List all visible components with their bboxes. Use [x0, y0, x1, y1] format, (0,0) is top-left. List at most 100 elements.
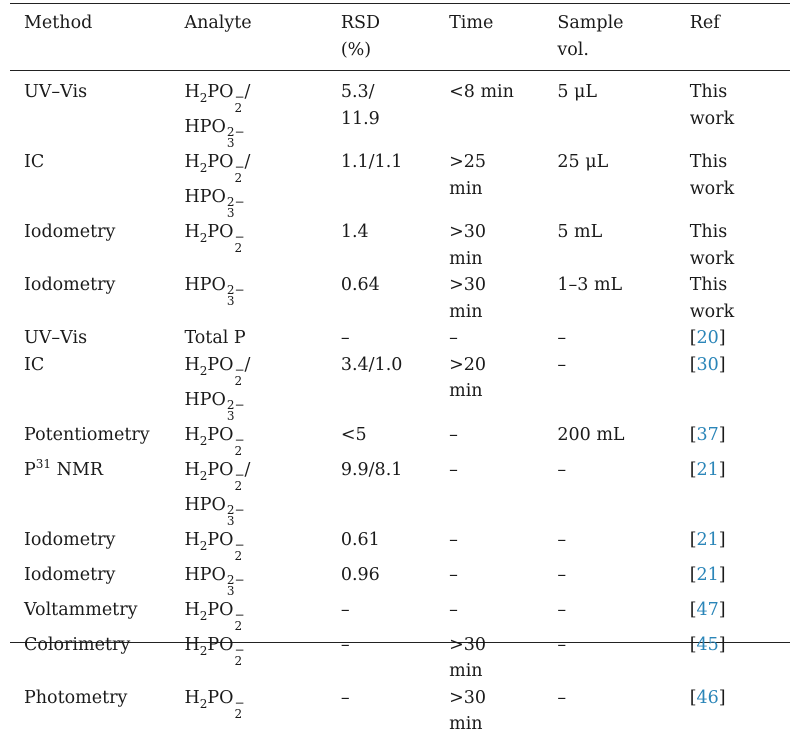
table-row: Photometry H2PO −2 – >30 min – [46] — [10, 685, 790, 738]
cell-ref: [46] — [690, 685, 790, 738]
cell-method: P31 NMR — [10, 457, 184, 527]
cell-analyte: H2PO −2/HPO 2− 3 — [184, 71, 340, 149]
cell-sample-vol: 25 μL — [557, 149, 689, 219]
table-top-rule — [10, 3, 790, 4]
reference-link[interactable]: 37 — [697, 425, 719, 445]
table-header-row: Method Analyte RSD (%) Time Sample vol. Re… — [10, 5, 790, 71]
comparison-table: Method Analyte RSD (%) Time Sample vol. Re… — [10, 5, 790, 738]
header-sample-vol: Sample vol. — [557, 5, 689, 71]
cell-ref: [20] — [690, 325, 790, 352]
cell-method: UV–Vis — [10, 71, 184, 149]
cell-time: >30 min — [449, 219, 557, 272]
table-body: UV–Vis H2PO −2/HPO 2− 3 5.3/11.9 <8 min 5 μL Thi… — [10, 71, 790, 738]
cell-method: Voltammetry — [10, 597, 184, 632]
cell-rsd: 0.61 — [341, 527, 449, 562]
cell-sample-vol: 5 μL — [557, 71, 689, 149]
table-row: Iodometry H2PO −2 1.4 >30 min 5 mL This work — [10, 219, 790, 272]
cell-sample-vol: – — [557, 527, 689, 562]
cell-time: – — [449, 457, 557, 527]
cell-sample-vol: – — [557, 562, 689, 597]
cell-method: Iodometry — [10, 562, 184, 597]
cell-rsd: 5.3/11.9 — [341, 71, 449, 149]
table-row: Iodometry HPO 2− 3 0.64 >30 min 1–3 mL This work — [10, 272, 790, 325]
reference-link[interactable]: 46 — [697, 688, 719, 708]
cell-time: >30 min — [449, 632, 557, 685]
table-row: UV–Vis H2PO −2/HPO 2− 3 5.3/11.9 <8 min 5 μL Thi… — [10, 71, 790, 149]
header-ref: Ref — [690, 5, 790, 71]
cell-rsd: – — [341, 632, 449, 685]
cell-analyte: H2PO −2 — [184, 422, 340, 457]
table-row: IC H2PO −2/HPO 2− 3 1.1/1.1 >25 min 25 μL This wor… — [10, 149, 790, 219]
reference-link[interactable]: 45 — [697, 635, 719, 655]
cell-rsd: 0.64 — [341, 272, 449, 325]
cell-analyte: H2PO −2/HPO 2− 3 — [184, 149, 340, 219]
cell-analyte: H2PO −2 — [184, 219, 340, 272]
cell-ref: [21] — [690, 457, 790, 527]
cell-rsd: 3.4/1.0 — [341, 352, 449, 422]
cell-ref: [47] — [690, 597, 790, 632]
cell-method: IC — [10, 352, 184, 422]
document-page: Method Analyte RSD (%) Time Sample vol. Re… — [0, 0, 800, 660]
cell-analyte: H2PO −2 — [184, 632, 340, 685]
cell-time: >25 min — [449, 149, 557, 219]
cell-time: <8 min — [449, 71, 557, 149]
cell-rsd: – — [341, 597, 449, 632]
cell-ref: [21] — [690, 527, 790, 562]
cell-time: >30 min — [449, 272, 557, 325]
cell-analyte: HPO 2− 3 — [184, 562, 340, 597]
cell-sample-vol: 5 mL — [557, 219, 689, 272]
table-row: P31 NMR H2PO −2/HPO 2− 3 9.9/8.1 – – [21] — [10, 457, 790, 527]
cell-sample-vol: – — [557, 457, 689, 527]
cell-time: – — [449, 422, 557, 457]
cell-time: – — [449, 527, 557, 562]
table-row: UV–Vis Total P – – – [20] — [10, 325, 790, 352]
cell-method: IC — [10, 149, 184, 219]
cell-ref: This work — [690, 219, 790, 272]
reference-link[interactable]: 21 — [697, 530, 719, 550]
cell-sample-vol: 1–3 mL — [557, 272, 689, 325]
cell-method: Potentiometry — [10, 422, 184, 457]
cell-method: Photometry — [10, 685, 184, 738]
cell-method: Iodometry — [10, 272, 184, 325]
reference-link[interactable]: 21 — [697, 460, 719, 480]
cell-rsd: 0.96 — [341, 562, 449, 597]
cell-rsd: 1.1/1.1 — [341, 149, 449, 219]
cell-time: – — [449, 597, 557, 632]
cell-ref: [21] — [690, 562, 790, 597]
cell-rsd: <5 — [341, 422, 449, 457]
table-row: Voltammetry H2PO −2 – – – [47] — [10, 597, 790, 632]
table-row: Potentiometry H2PO −2 <5 – 200 mL [37] — [10, 422, 790, 457]
cell-method: UV–Vis — [10, 325, 184, 352]
cell-ref: This work — [690, 71, 790, 149]
header-method: Method — [10, 5, 184, 71]
header-time: Time — [449, 5, 557, 71]
cell-sample-vol: – — [557, 597, 689, 632]
cell-ref: This work — [690, 272, 790, 325]
cell-sample-vol: – — [557, 632, 689, 685]
reference-link[interactable]: 21 — [697, 565, 719, 585]
cell-rsd: 1.4 — [341, 219, 449, 272]
cell-ref: [45] — [690, 632, 790, 685]
cell-time: >20 min — [449, 352, 557, 422]
table-row: Colorimetry H2PO −2 – >30 min – [45] — [10, 632, 790, 685]
cell-analyte: Total P — [184, 325, 340, 352]
cell-sample-vol: – — [557, 325, 689, 352]
cell-ref: This work — [690, 149, 790, 219]
cell-analyte: H2PO −2/HPO 2− 3 — [184, 457, 340, 527]
cell-analyte: H2PO −2 — [184, 597, 340, 632]
cell-analyte: H2PO −2/HPO 2− 3 — [184, 352, 340, 422]
cell-method: Iodometry — [10, 527, 184, 562]
reference-link[interactable]: 20 — [697, 328, 719, 348]
cell-rsd: 9.9/8.1 — [341, 457, 449, 527]
cell-ref: [30] — [690, 352, 790, 422]
table-row: Iodometry HPO 2− 3 0.96 – – [21] — [10, 562, 790, 597]
cell-sample-vol: – — [557, 685, 689, 738]
reference-link[interactable]: 30 — [697, 355, 719, 375]
header-rsd: RSD (%) — [341, 5, 449, 71]
cell-rsd: – — [341, 325, 449, 352]
cell-method: Colorimetry — [10, 632, 184, 685]
cell-analyte: HPO 2− 3 — [184, 272, 340, 325]
reference-link[interactable]: 47 — [697, 600, 719, 620]
cell-method: Iodometry — [10, 219, 184, 272]
header-analyte: Analyte — [184, 5, 340, 71]
